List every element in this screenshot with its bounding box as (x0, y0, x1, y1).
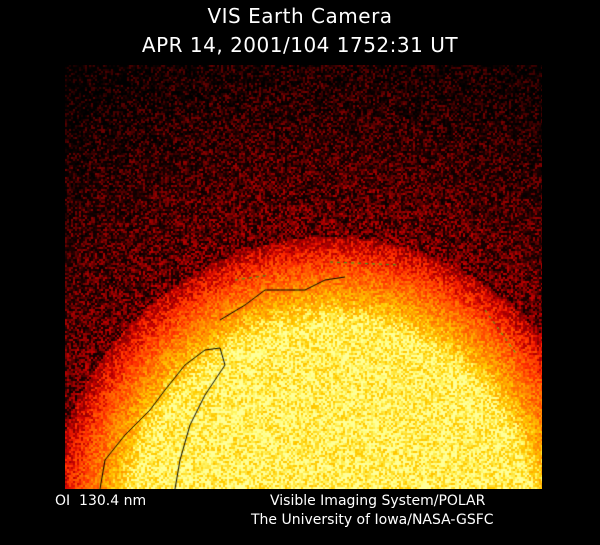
image-title: VIS Earth Camera (207, 4, 393, 28)
credit-line-1: Visible Imaging System/POLAR (270, 493, 486, 509)
wavelength-label: OI 130.4 nm (55, 493, 147, 509)
earth-camera-image (65, 65, 542, 489)
image-datetime: APR 14, 2001/104 1752:31 UT (141, 33, 459, 57)
credit-line-2: The University of Iowa/NASA-GSFC (251, 512, 494, 528)
